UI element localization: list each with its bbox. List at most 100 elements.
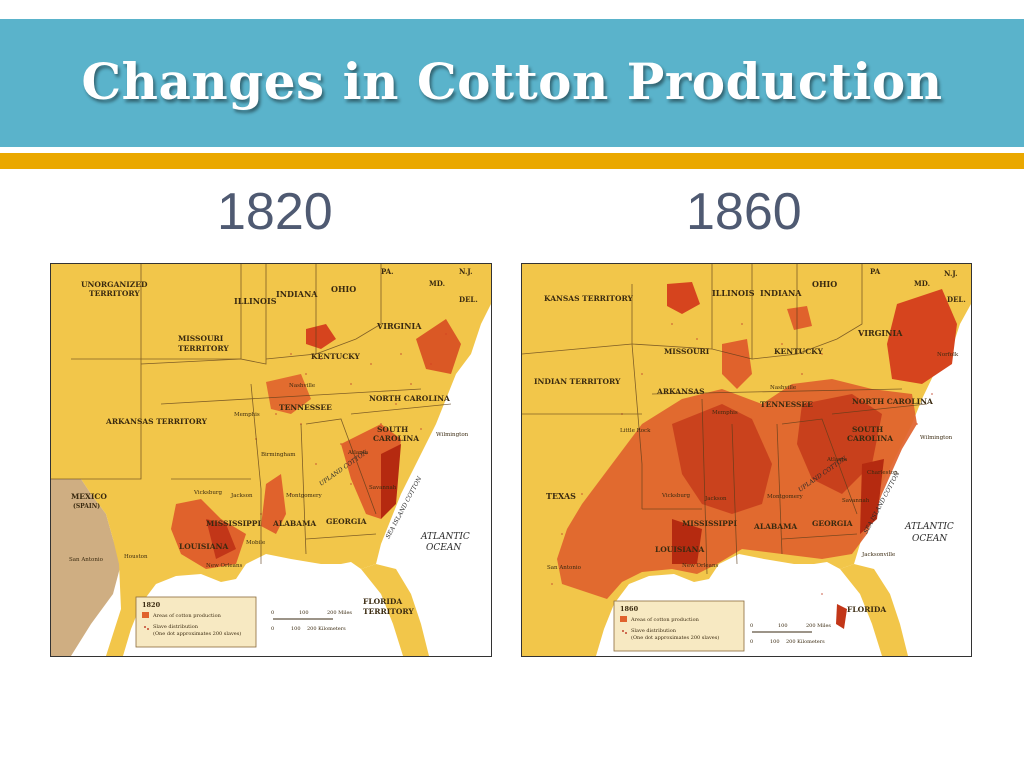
label-illinois: ILLINOIS (712, 288, 755, 298)
state-borders (522, 264, 928, 575)
legend-cotton: Areas of cotton production (630, 617, 700, 623)
city-jacksonville: Jacksonville (861, 552, 895, 558)
label-south-carolina-2: CAROLINA (847, 434, 893, 443)
accent-bar (0, 153, 1024, 169)
cotton-areas-1820 (171, 319, 461, 569)
city-memphis: Memphis (712, 410, 738, 416)
label-illinois: ILLINOIS (234, 296, 277, 306)
label-unorganized: UNORGANIZED (81, 280, 148, 289)
city-nashville: Nashville (770, 385, 796, 391)
city-san-antonio: San Antonio (69, 557, 104, 563)
us-land (51, 264, 491, 656)
title-bar: Changes in Cotton Production (0, 19, 1024, 147)
label-alabama: ALABAMA (753, 522, 797, 531)
year-heading-1820: 1820 (217, 183, 333, 241)
city-jackson: Jackson (704, 496, 727, 502)
label-pa: PA. (381, 267, 394, 276)
label-virginia: VIRGINIA (376, 321, 422, 331)
label-ohio: OHIO (812, 279, 837, 289)
city-new-orleans: New Orleans (206, 563, 242, 569)
legend-year: 1860 (620, 605, 639, 613)
label-pa: PA (870, 267, 881, 276)
city-montgomery: Montgomery (286, 493, 323, 499)
cotton-areas-1860 (557, 282, 957, 629)
city-wilmington: Wilmington (436, 432, 469, 438)
city-memphis: Memphis (234, 412, 260, 418)
label-missouri: MISSOURI (178, 334, 224, 343)
city-charleston: Charleston (867, 470, 898, 476)
label-missouri: MISSOURI (664, 347, 710, 356)
city-montgomery: Montgomery (767, 494, 804, 500)
scale-miles-100: 100 (778, 623, 788, 629)
scale-miles-100: 100 (299, 610, 309, 616)
label-del: DEL. (459, 295, 478, 304)
scale-miles-200: 200 Miles (327, 610, 352, 616)
label-north-carolina: NORTH CAROLINA (369, 394, 450, 403)
label-kansas-territory: KANSAS TERRITORY (544, 294, 634, 303)
label-indian-territory: INDIAN TERRITORY (534, 377, 621, 386)
legend-slave: Slave distribution (153, 624, 199, 630)
mexico-region (51, 479, 121, 656)
label-unorganized-2: TERRITORY (89, 289, 140, 298)
florida-land (361, 564, 429, 656)
map-1860: KANSAS TERRITORY ILLINOIS INDIANA OHIO P… (521, 263, 972, 657)
label-mexico: MEXICO (71, 492, 107, 501)
label-nj: N.J. (459, 267, 473, 276)
label-md: MD. (429, 279, 445, 288)
label-louisiana: LOUISIANA (179, 542, 228, 551)
legend-slave: Slave distribution (631, 628, 677, 634)
legend-1860: 1860 Areas of cotton production Slave di… (613, 600, 831, 652)
florida-land (840, 564, 908, 656)
year-heading-1860: 1860 (686, 183, 802, 241)
state-borders (51, 264, 452, 564)
label-missouri-2: TERRITORY (178, 344, 229, 353)
label-florida: FLORIDA (847, 605, 886, 614)
city-jackson: Jackson (230, 493, 253, 499)
label-mississippi: MISSISSIPPI (206, 519, 261, 528)
city-nashville: Nashville (289, 383, 315, 389)
label-arkansas: ARKANSAS TERRITORY (105, 417, 208, 426)
city-vicksburg: Vicksburg (193, 490, 223, 496)
label-virginia: VIRGINIA (857, 328, 903, 338)
label-north-carolina: NORTH CAROLINA (852, 397, 933, 406)
label-ocean-2: OCEAN (912, 534, 948, 544)
city-mobile: Mobile (246, 540, 265, 546)
label-florida: FLORIDA (363, 597, 402, 606)
city-houston: Houston (124, 554, 148, 560)
label-md: MD. (914, 279, 930, 288)
label-georgia: GEORGIA (326, 517, 367, 526)
label-indiana: INDIANA (276, 289, 318, 299)
label-arkansas: ARKANSAS (656, 387, 705, 396)
label-tennessee: TENNESSEE (279, 403, 332, 412)
city-vicksburg: Vicksburg (661, 493, 691, 499)
label-ocean: ATLANTIC (420, 532, 470, 542)
scale-km-100: 100 (770, 639, 780, 645)
legend-1820: 1820 Areas of cotton production Slave di… (135, 596, 352, 648)
label-mexico-2: (SPAIN) (73, 503, 100, 510)
slide-title: Changes in Cotton Production (81, 52, 943, 111)
city-san-antonio: San Antonio (547, 565, 582, 571)
city-atlanta: Atlanta (347, 450, 369, 456)
label-kentucky: KENTUCKY (774, 347, 823, 356)
label-florida-2: TERRITORY (363, 607, 414, 616)
city-wilmington: Wilmington (920, 435, 953, 441)
label-tennessee: TENNESSEE (760, 400, 813, 409)
label-south-carolina-2: CAROLINA (373, 434, 419, 443)
city-savannah: Savannah (842, 498, 870, 504)
scale-miles-0: 0 (750, 623, 753, 629)
scale-miles-0: 0 (271, 610, 274, 616)
legend-year: 1820 (142, 601, 161, 609)
label-south-carolina: SOUTH (852, 425, 883, 434)
label-texas: TEXAS (546, 491, 576, 501)
legend-slave-note: (One dot approximates 200 slaves) (631, 634, 719, 641)
label-south-carolina: SOUTH (377, 425, 408, 434)
scale-km-200: 200 Kilometers (307, 626, 346, 632)
scale-miles-200: 200 Miles (806, 623, 831, 629)
label-ohio: OHIO (331, 284, 356, 294)
scale-km-100: 100 (291, 626, 301, 632)
label-mississippi: MISSISSIPPI (682, 519, 737, 528)
label-ocean-2: OCEAN (426, 543, 462, 553)
label-del: DEL. (947, 295, 966, 304)
scale-km-200: 200 Kilometers (786, 639, 825, 645)
city-savannah: Savannah (369, 485, 397, 491)
